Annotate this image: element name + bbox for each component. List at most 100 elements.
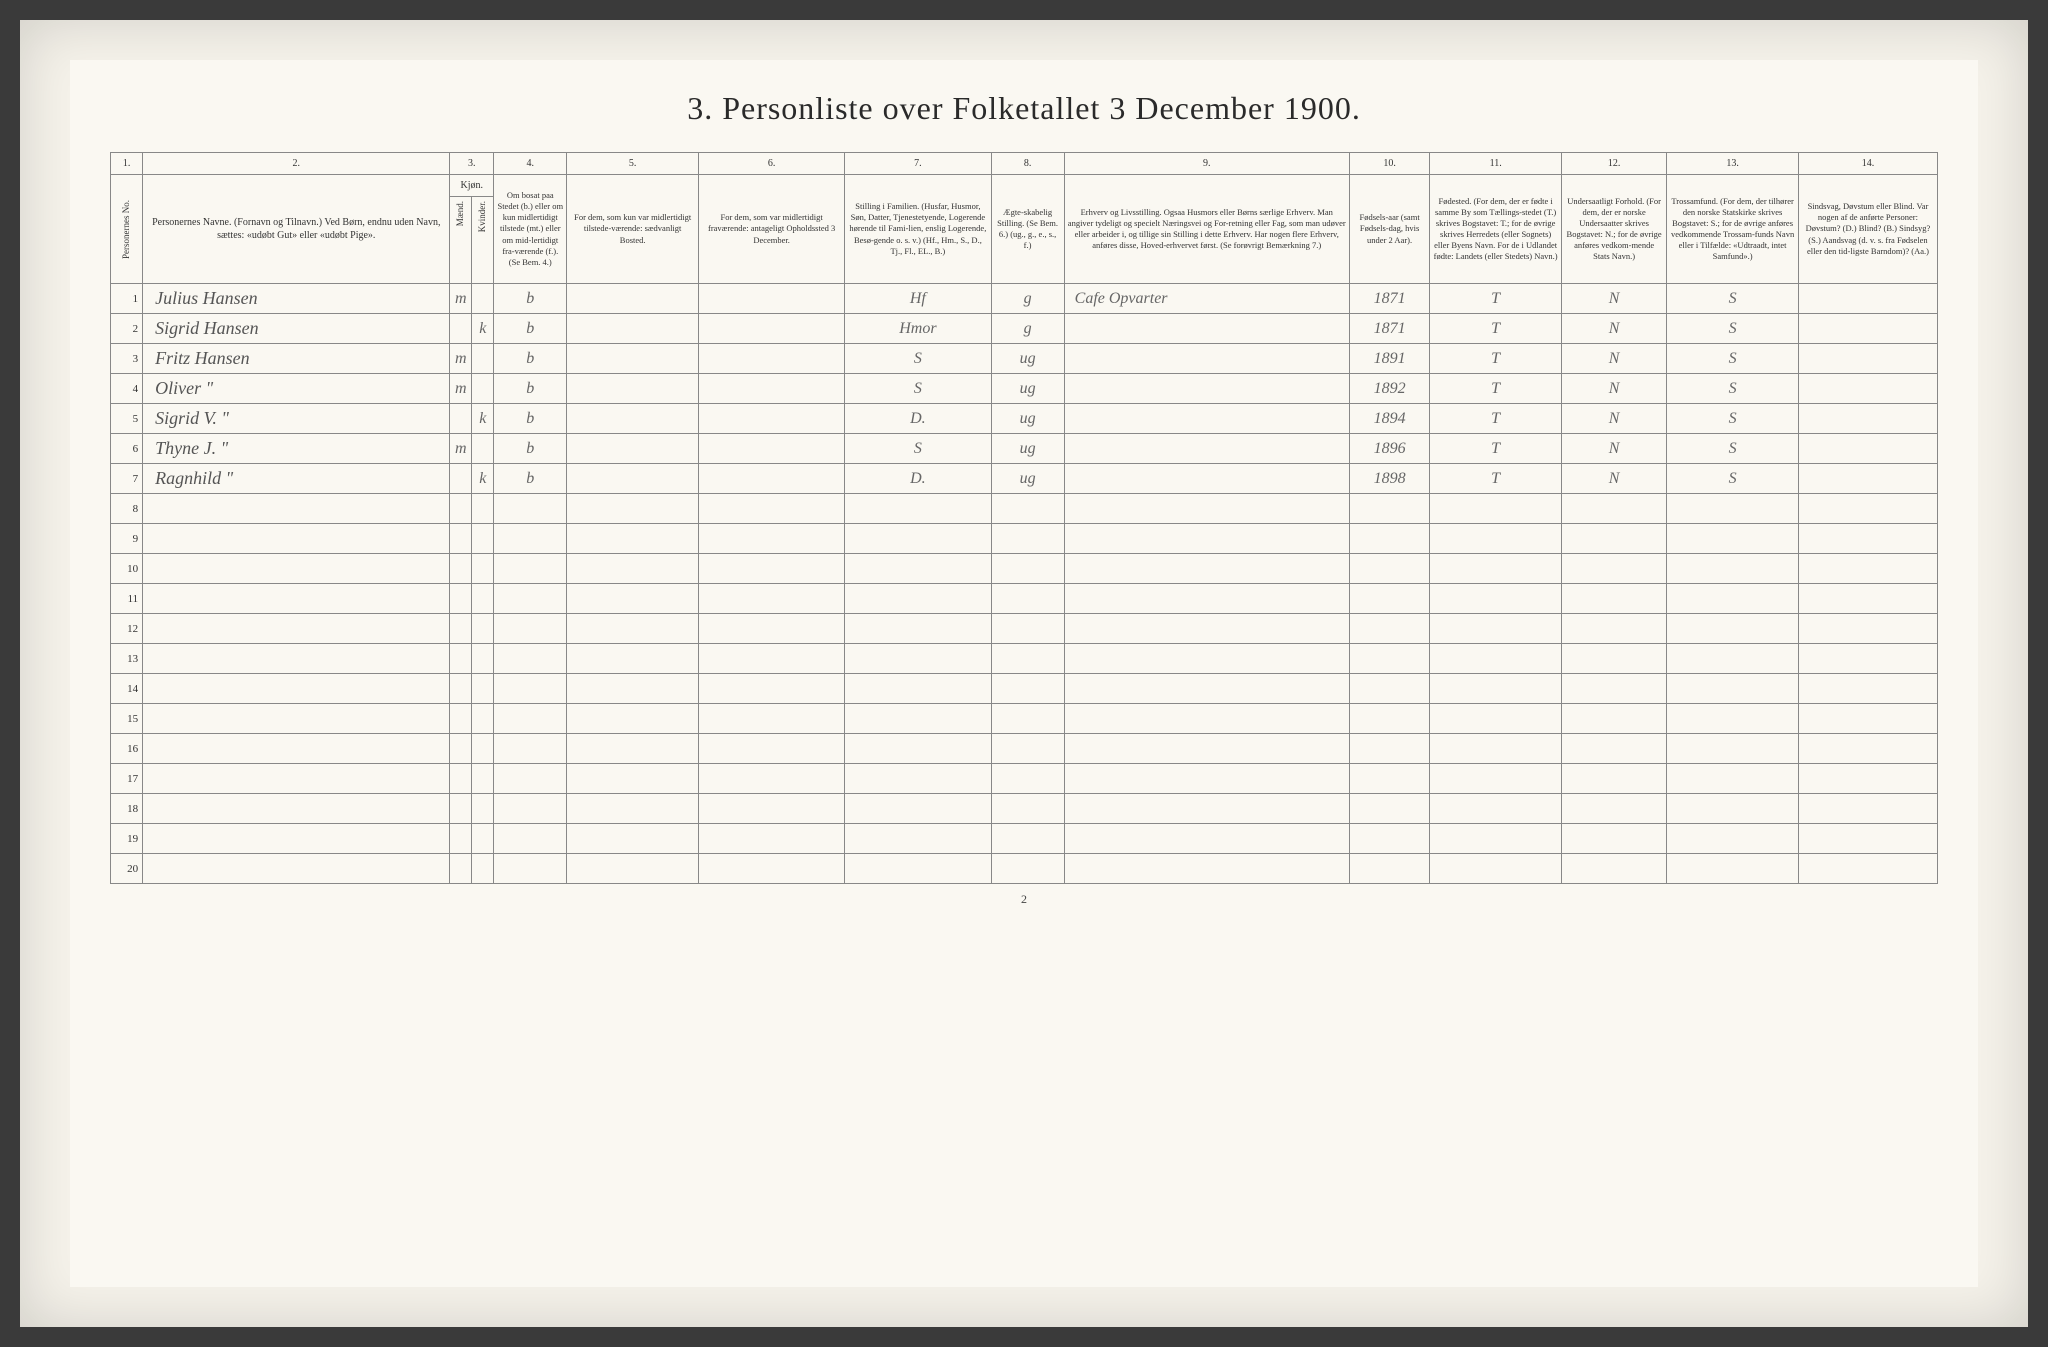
table-row: 11 (111, 584, 1938, 614)
cell-fodested: T (1430, 404, 1562, 434)
cell-name (143, 704, 450, 734)
cell-undersaatligt: N (1561, 314, 1666, 344)
row-number: 19 (111, 824, 143, 854)
cell-tilstede (567, 794, 699, 824)
cell-egteskab (991, 644, 1064, 674)
colnum-11: 11. (1430, 153, 1562, 175)
cell-sindsvag (1798, 344, 1937, 374)
cell-fravaerende (698, 374, 844, 404)
cell-fodested (1430, 734, 1562, 764)
cell-sindsvag (1798, 524, 1937, 554)
cell-name (143, 494, 450, 524)
row-number: 7 (111, 464, 143, 494)
cell-fodested: T (1430, 314, 1562, 344)
colnum-4: 4. (494, 153, 567, 175)
document-inner: 3. Personliste over Folketallet 3 Decemb… (70, 60, 1978, 1287)
cell-egteskab (991, 704, 1064, 734)
cell-sindsvag (1798, 284, 1937, 314)
cell-undersaatligt (1561, 584, 1666, 614)
cell-fravaerende (698, 764, 844, 794)
cell-trossamfund: S (1667, 464, 1799, 494)
cell-fodselsaar: 1892 (1349, 374, 1429, 404)
cell-erhverv (1064, 464, 1349, 494)
cell-erhverv (1064, 554, 1349, 584)
cell-fravaerende (698, 734, 844, 764)
column-header-row: Personernes No. Personernes Navne. (Forn… (111, 175, 1938, 197)
cell-kvinder (472, 554, 494, 584)
cell-fodested (1430, 764, 1562, 794)
cell-trossamfund (1667, 854, 1799, 884)
cell-maend (450, 794, 472, 824)
header-bosat: Om bosat paa Stedet (b.) eller om kun mi… (494, 175, 567, 284)
cell-egteskab: g (991, 284, 1064, 314)
row-number: 15 (111, 704, 143, 734)
table-row: 9 (111, 524, 1938, 554)
cell-familie: S (845, 434, 991, 464)
table-body: 1 Julius Hansen m b Hf g Cafe Opvarter 1… (111, 284, 1938, 884)
cell-kvinder (472, 764, 494, 794)
cell-name: Fritz Hansen (143, 344, 450, 374)
cell-tilstede (567, 344, 699, 374)
cell-kvinder (472, 284, 494, 314)
cell-name: Sigrid Hansen (143, 314, 450, 344)
cell-tilstede (567, 674, 699, 704)
row-number: 1 (111, 284, 143, 314)
cell-maend (450, 404, 472, 434)
cell-sindsvag (1798, 464, 1937, 494)
cell-egteskab: g (991, 314, 1064, 344)
cell-fodested (1430, 824, 1562, 854)
table-row: 15 (111, 704, 1938, 734)
row-number: 6 (111, 434, 143, 464)
cell-kvinder (472, 644, 494, 674)
cell-fodested: T (1430, 284, 1562, 314)
cell-tilstede (567, 764, 699, 794)
cell-tilstede (567, 524, 699, 554)
cell-name (143, 854, 450, 884)
cell-familie (845, 734, 991, 764)
header-person-no: Personernes No. (111, 175, 143, 284)
cell-trossamfund (1667, 494, 1799, 524)
cell-familie (845, 614, 991, 644)
cell-fodselsaar (1349, 824, 1429, 854)
cell-maend (450, 644, 472, 674)
census-table: 1. 2. 3. 4. 5. 6. 7. 8. 9. 10. 11. 12. 1… (110, 152, 1938, 884)
cell-fodselsaar (1349, 794, 1429, 824)
cell-name: Julius Hansen (143, 284, 450, 314)
cell-fravaerende (698, 854, 844, 884)
table-row: 5 Sigrid V. " k b D. ug 1894 T N S (111, 404, 1938, 434)
cell-egteskab: ug (991, 464, 1064, 494)
cell-undersaatligt: N (1561, 464, 1666, 494)
cell-familie (845, 674, 991, 704)
row-number: 3 (111, 344, 143, 374)
header-undersaatligt: Undersaatligt Forhold. (For dem, der er … (1561, 175, 1666, 284)
cell-fodselsaar (1349, 674, 1429, 704)
cell-undersaatligt (1561, 524, 1666, 554)
cell-sindsvag (1798, 404, 1937, 434)
cell-egteskab (991, 764, 1064, 794)
cell-maend (450, 704, 472, 734)
cell-maend (450, 734, 472, 764)
colnum-9: 9. (1064, 153, 1349, 175)
cell-fodselsaar (1349, 764, 1429, 794)
cell-sindsvag (1798, 704, 1937, 734)
column-number-row: 1. 2. 3. 4. 5. 6. 7. 8. 9. 10. 11. 12. 1… (111, 153, 1938, 175)
header-sindsvag: Sindsvag, Døvstum eller Blind. Var nogen… (1798, 175, 1937, 284)
cell-maend (450, 314, 472, 344)
cell-erhverv (1064, 404, 1349, 434)
cell-familie (845, 764, 991, 794)
cell-bosat (494, 854, 567, 884)
cell-bosat (494, 584, 567, 614)
row-number: 8 (111, 494, 143, 524)
cell-trossamfund (1667, 764, 1799, 794)
cell-undersaatligt (1561, 764, 1666, 794)
cell-erhverv (1064, 524, 1349, 554)
cell-trossamfund (1667, 614, 1799, 644)
cell-kvinder (472, 614, 494, 644)
cell-trossamfund: S (1667, 314, 1799, 344)
colnum-2: 2. (143, 153, 450, 175)
cell-sindsvag (1798, 674, 1937, 704)
colnum-14: 14. (1798, 153, 1937, 175)
cell-tilstede (567, 464, 699, 494)
cell-kvinder (472, 704, 494, 734)
cell-undersaatligt: N (1561, 284, 1666, 314)
